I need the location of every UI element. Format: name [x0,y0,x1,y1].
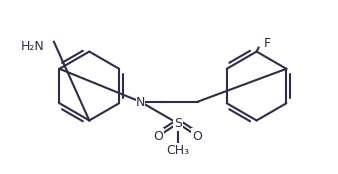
Text: O: O [193,130,202,143]
Text: S: S [174,117,182,130]
Text: H₂N: H₂N [20,40,44,53]
Text: O: O [153,130,163,143]
Text: N: N [136,96,145,109]
Text: F: F [264,37,271,50]
Text: CH₃: CH₃ [166,144,189,157]
